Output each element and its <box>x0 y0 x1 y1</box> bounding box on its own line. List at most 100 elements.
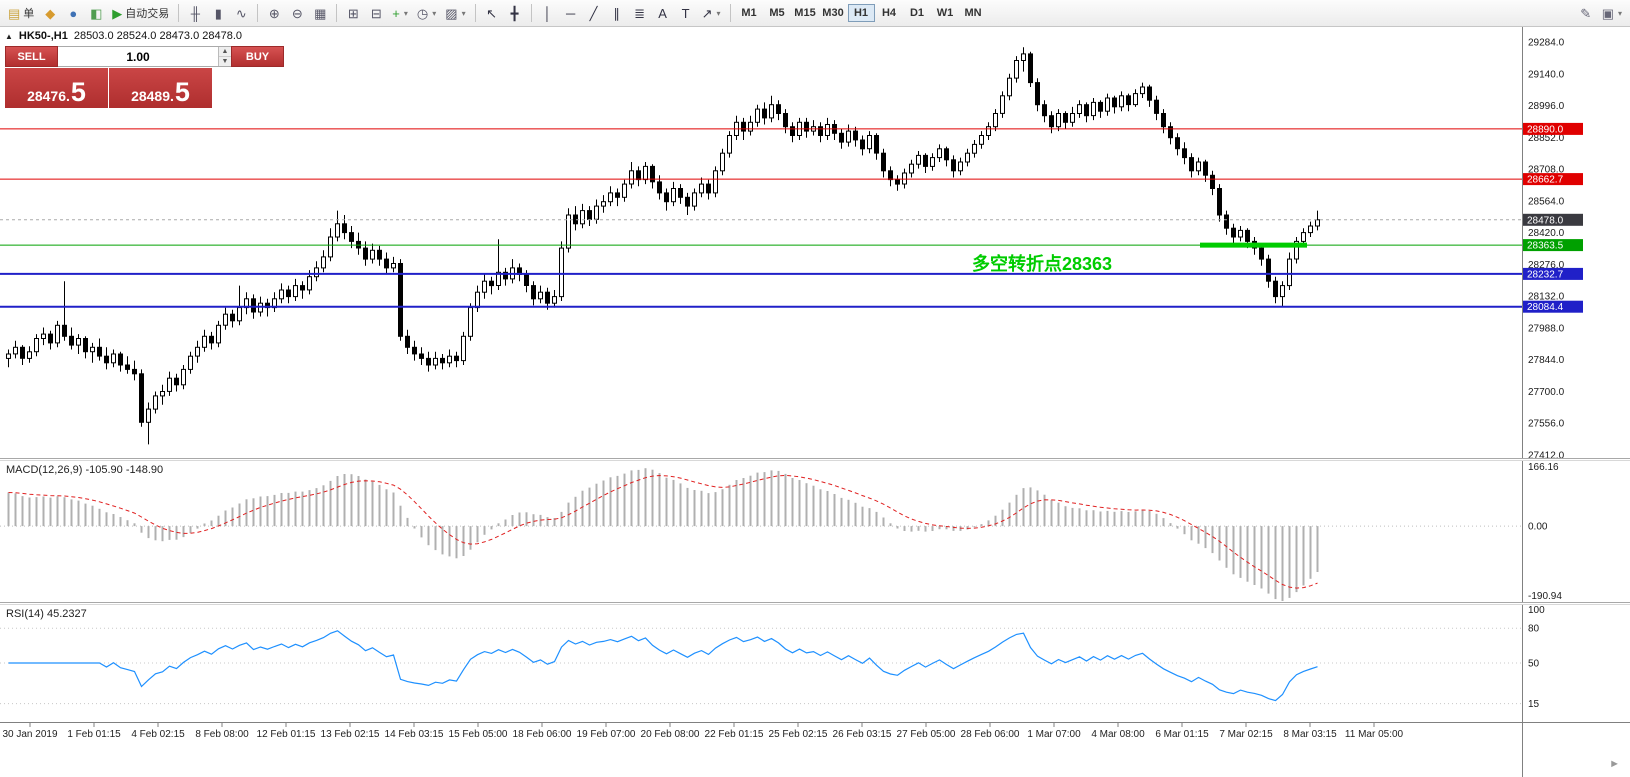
templates-dropdown[interactable]: ▾ <box>461 8 466 18</box>
channel-button[interactable]: ∥ <box>606 2 628 24</box>
svg-text:50: 50 <box>1528 659 1540 670</box>
timeframe-h4-label: H4 <box>881 7 897 19</box>
candle <box>1000 95 1005 114</box>
timeframe-h4-button[interactable]: H4 <box>876 4 903 22</box>
candle <box>1168 126 1173 139</box>
svg-text:28564.0: 28564.0 <box>1528 196 1565 207</box>
navigator-icon: ◧ <box>90 5 103 21</box>
objects-list-dropdown[interactable]: ▾ <box>1617 8 1622 18</box>
candle <box>1238 229 1243 238</box>
svg-text:27700.0: 27700.0 <box>1528 387 1565 398</box>
text-button[interactable]: A <box>652 2 674 24</box>
zoom-out-button[interactable]: ⊖ <box>286 2 308 24</box>
tile-windows-button[interactable]: ⊞ <box>342 2 364 24</box>
candle <box>160 391 165 397</box>
svg-text:28662.7: 28662.7 <box>1527 175 1564 186</box>
scroll-to-end-button[interactable]: ► <box>1609 758 1620 770</box>
objects-list-button[interactable]: ▣ ▾ <box>1598 2 1626 24</box>
chart-background <box>0 27 1630 777</box>
channel-icon: ∥ <box>613 5 620 21</box>
svg-text:28232.7: 28232.7 <box>1527 269 1564 280</box>
buy-button[interactable]: BUY <box>231 46 284 67</box>
svg-text:0.00: 0.00 <box>1528 522 1548 533</box>
cursor-button[interactable]: ↖ <box>481 2 503 24</box>
line-chart-button[interactable]: ∿ <box>230 2 252 24</box>
arrows-dropdown[interactable]: ▾ <box>716 8 721 18</box>
candle <box>391 263 396 269</box>
candle <box>1294 240 1299 260</box>
cascade-windows-button[interactable]: ⊟ <box>365 2 387 24</box>
price-tag-28084.4: 28084.4 <box>1523 300 1583 313</box>
candle <box>1154 99 1159 114</box>
candle <box>1070 113 1075 123</box>
candle <box>566 214 571 249</box>
candle <box>685 196 690 207</box>
timeframe-m30-button[interactable]: M30 <box>820 4 847 22</box>
periods-button[interactable]: ◷ ▾ <box>413 2 440 24</box>
time-axis-label: 4 Mar 08:00 <box>1091 729 1145 740</box>
candle <box>1014 60 1019 79</box>
one-click-trade-panel: SELL ▲ ▼ BUY 28476.5 28489.5 <box>5 46 284 108</box>
trendline-button[interactable]: ╱ <box>583 2 605 24</box>
candle <box>1287 258 1292 287</box>
turning-point-annotation[interactable]: 多空转折点28363 <box>972 253 1112 274</box>
navigator-button[interactable]: ◧ <box>85 2 107 24</box>
timeframe-mn-button[interactable]: MN <box>960 4 987 22</box>
candle <box>790 126 795 136</box>
horizontal-line-button[interactable]: ─ <box>560 2 582 24</box>
arrows-button[interactable]: ↗ ▾ <box>698 2 725 24</box>
cursor-icon: ↖ <box>486 5 498 21</box>
chart-window: 多空转折点28363 29284.0 29140.0 28996.0 28852.0 28… <box>0 27 1630 777</box>
bar-chart-button[interactable]: ╫ <box>184 2 206 24</box>
lot-input[interactable] <box>58 47 218 66</box>
timeframe-h1-button[interactable]: H1 <box>847 4 875 22</box>
timeframe-d1-button[interactable]: D1 <box>904 4 931 22</box>
crosshair-button[interactable]: ╋ <box>504 2 526 24</box>
draw-pencil-button[interactable]: ✎ <box>1575 2 1597 24</box>
lot-decrease-button[interactable]: ▼ <box>219 57 231 66</box>
rsi-panel-splitter[interactable] <box>0 602 1630 605</box>
text-label-button[interactable]: T <box>675 2 697 24</box>
candle <box>447 355 452 364</box>
lot-increase-button[interactable]: ▲ <box>219 47 231 57</box>
candle <box>41 333 46 340</box>
one-click-toggle[interactable]: ▲ <box>5 31 13 41</box>
candle <box>538 291 543 300</box>
candle <box>419 353 424 359</box>
templates-button[interactable]: ▨ ▾ <box>441 2 469 24</box>
timeframe-w1-button[interactable]: W1 <box>932 4 959 22</box>
candle <box>293 285 298 298</box>
candle <box>363 247 368 260</box>
candle <box>202 335 207 348</box>
timeframe-m1-button[interactable]: M1 <box>736 4 763 22</box>
candlestick-chart-button[interactable]: ▮ <box>207 2 229 24</box>
candle <box>62 324 67 337</box>
candle <box>769 104 774 119</box>
candle <box>867 135 872 150</box>
indicators-dropdown[interactable]: ▾ <box>403 8 408 18</box>
candle <box>125 364 130 370</box>
candle <box>440 357 445 364</box>
time-axis[interactable]: 30 Jan 2019 1 Feb 01:15 4 Feb 02:15 8 Feb 0… <box>2 723 1404 740</box>
vertical-line-button[interactable]: │ <box>537 2 559 24</box>
candle <box>1308 225 1313 234</box>
candle <box>174 377 179 386</box>
periods-dropdown[interactable]: ▾ <box>432 8 437 18</box>
chart-canvas[interactable]: 多空转折点28363 29284.029140.028996.028852.028… <box>0 27 1630 777</box>
macd-panel-splitter[interactable] <box>0 458 1630 461</box>
autotrading-button[interactable]: ▶ 自动交易 <box>108 2 173 24</box>
zoom-in-button[interactable]: ⊕ <box>263 2 285 24</box>
sell-button[interactable]: SELL <box>5 46 58 67</box>
price-axis[interactable]: 29284.0 29140.0 28996.0 28852.0 28708.0 28564… <box>1528 38 1565 462</box>
timeframe-m5-button[interactable]: M5 <box>764 4 791 22</box>
indicators-button[interactable]: + ▾ <box>388 2 412 24</box>
new-order-button[interactable]: ▤ 单 <box>4 2 38 24</box>
market-watch-button[interactable]: ● <box>62 2 84 24</box>
candle <box>650 165 655 183</box>
layout-button[interactable]: ◆ <box>39 2 61 24</box>
timeframe-m15-button[interactable]: M15 <box>792 4 819 22</box>
auto-scroll-button[interactable]: ▦ <box>309 2 331 24</box>
fibonacci-button[interactable]: ≣ <box>629 2 651 24</box>
price-tag-28662.7: 28662.7 <box>1523 173 1583 186</box>
candle <box>167 377 172 392</box>
